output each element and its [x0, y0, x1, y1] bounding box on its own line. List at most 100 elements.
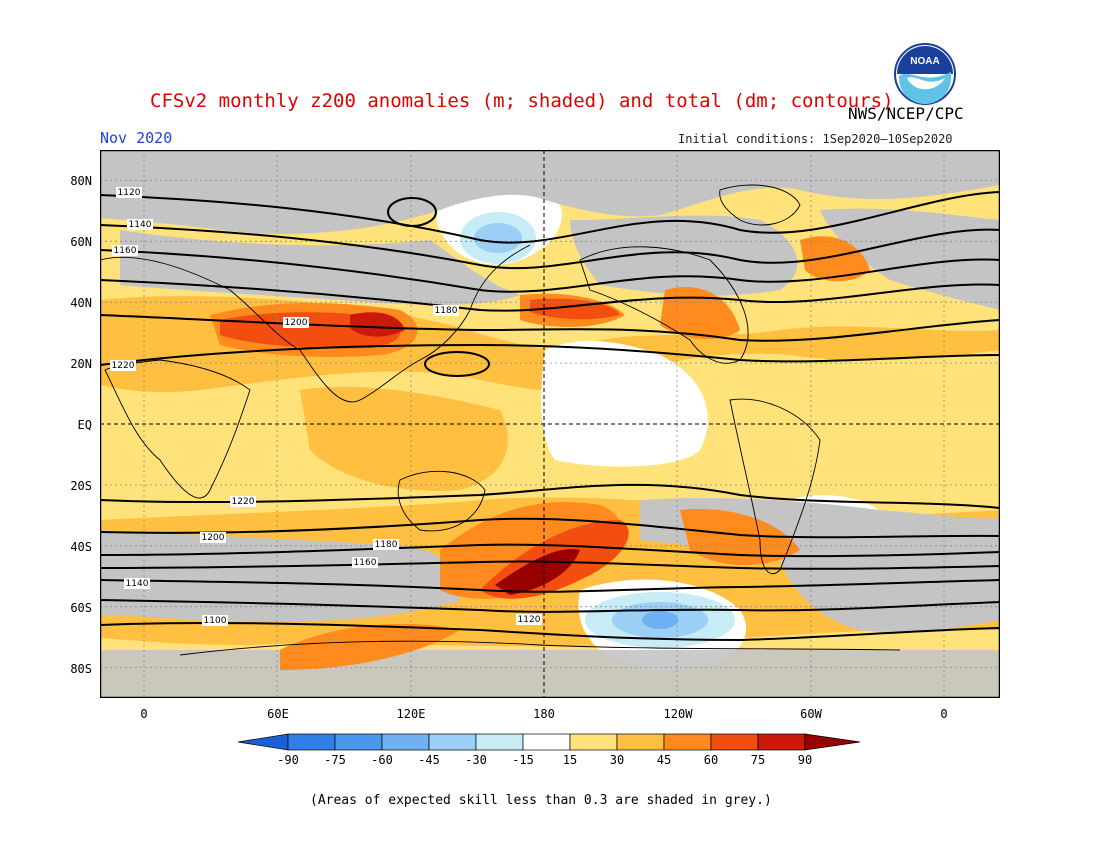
- coastlines: [100, 184, 901, 656]
- contour-1200-north: [100, 314, 1000, 342]
- colorbar-bin-8: [616, 733, 665, 751]
- colorbar-bin-4: [428, 733, 477, 751]
- contour-label-1160-n: 1160: [114, 246, 137, 256]
- colorbar-label-minus-60: -60: [371, 753, 393, 767]
- contour-closed-north-pacific: [387, 197, 437, 227]
- colorbar-label-30: 30: [609, 753, 625, 767]
- anomaly-negative-north-pacific-core: [474, 223, 522, 253]
- lat-label-20s: 20S: [70, 479, 92, 493]
- contour-1180-south: [100, 543, 1000, 558]
- coast-greenland: [719, 184, 801, 226]
- colorbar-bin-5: [475, 733, 524, 751]
- map-title: CFSv2 monthly z200 anomalies (m; shaded)…: [150, 90, 894, 112]
- colorbar-label-75: 75: [750, 753, 766, 767]
- contour-label-1100-s: 1100: [204, 616, 227, 626]
- contour-label-1180-s: 1180: [375, 540, 398, 550]
- skill-note: (Areas of expected skill less than 0.3 a…: [310, 793, 772, 808]
- skill-grey-southern-ocean: [100, 530, 462, 622]
- anomaly-75-90-south-pacific: [495, 549, 580, 595]
- lat-label-40n: 40N: [70, 296, 92, 310]
- skill-grey-north-america: [570, 215, 798, 296]
- anomaly-75-90-asia: [350, 312, 405, 337]
- coast-north-america: [579, 246, 749, 364]
- contour-1120-north: [100, 191, 1000, 244]
- agency-label: NWS/NCEP/CPC: [848, 104, 964, 123]
- anomaly-45-60-antarctic-rim: [280, 624, 460, 670]
- anomaly-map: 1120 1140 1160 1180 1200 1220 1220 1200 …: [100, 150, 1000, 698]
- lon-label-180: 180: [533, 707, 555, 721]
- lat-label-80n: 80N: [70, 174, 92, 188]
- contour-label-1120-n: 1120: [118, 188, 141, 198]
- initial-conditions: Initial conditions: 1Sep2020–10Sep2020: [678, 132, 953, 146]
- contour-1160-north: [100, 249, 1000, 293]
- map-frame: [100, 150, 1000, 698]
- lat-label-40s: 40S: [70, 540, 92, 554]
- colorbar-bin-10: [710, 733, 759, 751]
- contour-label-1120-s: 1120: [518, 615, 541, 625]
- contour-1100-south: [100, 621, 1000, 642]
- contour-label-1140-n: 1140: [129, 220, 152, 230]
- contour-1140-south: [100, 579, 1000, 593]
- contour-1180-north: [100, 279, 1000, 312]
- colorbar-bin-6: [522, 733, 571, 751]
- lat-label-80s: 80S: [70, 662, 92, 676]
- contour-1120-south: [100, 599, 1000, 613]
- colorbar-label-45: 45: [656, 753, 672, 767]
- colorbar-label-minus-90: -90: [277, 753, 299, 767]
- lat-label-20n: 20N: [70, 357, 92, 371]
- coast-eurasia: [100, 244, 531, 403]
- contour-label-1200-n: 1200: [285, 318, 308, 328]
- contour-label-1160-s: 1160: [354, 558, 377, 568]
- contour-1220-north: [100, 343, 1000, 366]
- anomaly-negative-south-pacific-core: [642, 611, 678, 629]
- forecast-month: Nov 2020: [100, 129, 173, 147]
- contour-label-1200-s: 1200: [202, 533, 225, 543]
- lat-label-60s: 60S: [70, 601, 92, 615]
- contour-1220-south: [100, 483, 1000, 509]
- skill-grey-antarctic: [100, 650, 1000, 698]
- graticule: [100, 150, 1000, 698]
- lon-label-0-west: 0: [140, 707, 148, 721]
- colorbar-bin-11: [757, 733, 806, 751]
- colorbar-left-arrow: [238, 733, 289, 751]
- anomaly-45-60-south-atlantic: [680, 509, 800, 565]
- contour-1140-north: [100, 224, 1000, 270]
- colorbar-label-minus-15: -15: [512, 753, 534, 767]
- contour-label-1180-n: 1180: [435, 306, 458, 316]
- colorbar-bin-2: [334, 733, 383, 751]
- contour-label-group: 1120 1140 1160 1180 1200 1220 1220 1200 …: [110, 187, 542, 626]
- anomaly-30-45-tropics: [300, 386, 508, 491]
- lon-label-60w: 60W: [800, 707, 822, 721]
- coast-africa: [104, 359, 251, 499]
- coast-antarctica: [179, 640, 901, 656]
- noaa-logo: NOAA: [894, 43, 956, 105]
- anomaly-neutral-pacific: [541, 340, 708, 467]
- coast-australia: [397, 470, 486, 532]
- colorbar-label-90: 90: [797, 753, 813, 767]
- noaa-logo-text: NOAA: [910, 56, 939, 67]
- lat-label-60n: 60N: [70, 235, 92, 249]
- height-contours: [100, 191, 1000, 642]
- anomaly-45-60-atlantic: [660, 286, 740, 340]
- contour-1160-south: [100, 560, 1000, 570]
- contour-label-1220-n: 1220: [112, 361, 135, 371]
- colorbar: [238, 733, 861, 751]
- contour-label-1140-s: 1140: [126, 579, 149, 589]
- contour-1200-south: [100, 517, 1000, 539]
- colorbar-bin-1: [287, 733, 336, 751]
- colorbar-label-minus-75: -75: [324, 753, 346, 767]
- colorbar-label-15: 15: [562, 753, 578, 767]
- colorbar-label-minus-30: -30: [465, 753, 487, 767]
- colorbar-bin-7: [569, 733, 618, 751]
- colorbar-label-60: 60: [703, 753, 719, 767]
- colorbar-bin-9: [663, 733, 712, 751]
- lon-label-60e: 60E: [267, 707, 289, 721]
- lon-label-120e: 120E: [396, 707, 426, 721]
- colorbar-label-minus-45: -45: [418, 753, 440, 767]
- contour-label-1220-s: 1220: [232, 497, 255, 507]
- colorbar-bin-3: [381, 733, 430, 751]
- contour-closed-north-africa: [424, 351, 490, 377]
- coast-south-america: [729, 398, 821, 575]
- lon-label-0-east: 0: [940, 707, 948, 721]
- lon-label-120w: 120W: [663, 707, 693, 721]
